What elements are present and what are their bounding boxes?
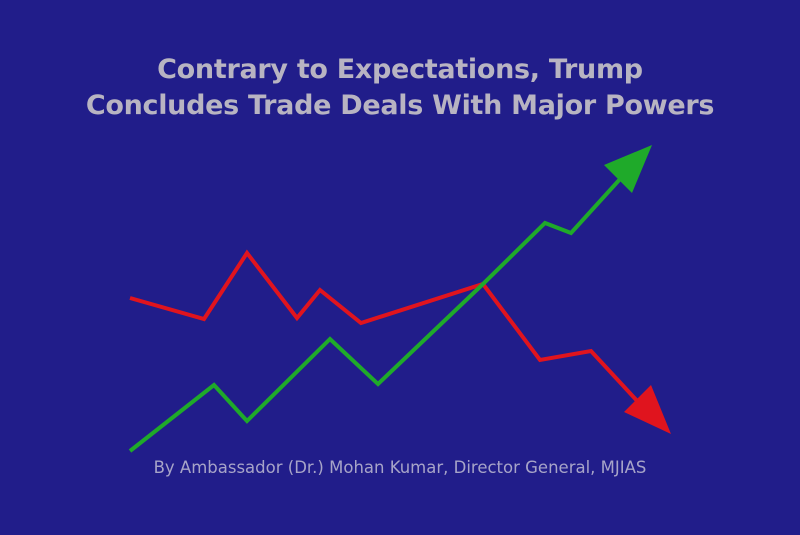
falling-trend-line	[129, 249, 642, 406]
trend-up-arrow-icon	[128, 145, 652, 453]
falling-arrowhead	[624, 385, 671, 434]
trend-down-arrow-icon	[129, 249, 671, 434]
rising-trend-line	[128, 176, 623, 453]
headline-line-2: Concludes Trade Deals With Major Powers	[85, 90, 715, 121]
author-byline: By Ambassador (Dr.) Mohan Kumar, Directo…	[153, 458, 647, 477]
headline-line-1: Contrary to Expectations, Trump	[157, 54, 643, 85]
rising-arrowhead	[604, 145, 652, 193]
